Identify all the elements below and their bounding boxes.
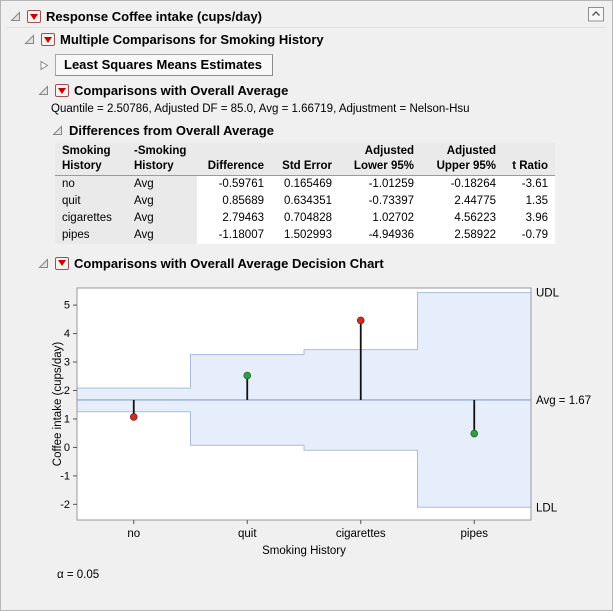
column-header: Std Error	[271, 143, 339, 176]
table-row[interactable]: pipes Avg -1.18007 1.502993 -4.94936 2.58922 -…	[55, 226, 555, 244]
udl-step-line	[77, 291, 531, 389]
table-cell: 0.704828	[284, 211, 332, 224]
table-cell: -3.61	[521, 177, 548, 190]
red-triangle-glyph	[30, 13, 38, 20]
table-cell: 1.02702	[372, 211, 414, 224]
alpha-label: α = 0.05	[57, 568, 100, 581]
table-row[interactable]: quit Avg 0.85689 0.634351 -0.73397 2.44775 1.3…	[55, 192, 555, 210]
mean-point[interactable]	[470, 429, 479, 437]
table-cell: 4.56223	[454, 211, 496, 224]
red-triangle-glyph	[58, 87, 66, 94]
x-tick-label: quit	[238, 528, 257, 540]
table-cell: 1.35	[525, 194, 548, 207]
column-header: Difference	[197, 143, 271, 176]
lsm-estimates-title[interactable]: Least Squares Means Estimates	[55, 54, 273, 76]
y-tick-label: 1	[64, 413, 70, 425]
table-cell: Avg	[127, 226, 197, 244]
outline-header-differences[interactable]: Differences from Overall Average	[49, 119, 606, 141]
section-title-differences: Differences from Overall Average	[69, 123, 274, 138]
section-title-comparisons-avg: Comparisons with Overall Average	[74, 83, 289, 98]
table-cell: 2.58922	[454, 228, 496, 241]
red-triangle-glyph	[44, 36, 52, 43]
column-header: Smoking History	[55, 143, 127, 176]
red-triangle-menu-icon[interactable]	[27, 10, 41, 23]
x-axis-title: Smoking History	[262, 545, 346, 557]
column-header: Adjusted Upper 95%	[421, 143, 503, 176]
y-tick-label: 2	[64, 385, 70, 397]
column-header: t Ratio	[503, 143, 555, 176]
disclosure-expanded-icon[interactable]	[37, 84, 50, 97]
ldl-step-line	[77, 410, 531, 508]
red-triangle-menu-icon[interactable]	[41, 33, 55, 46]
table-cell: -1.01259	[368, 177, 414, 190]
table-cell: 3.96	[525, 211, 548, 224]
x-tick-label: pipes	[461, 528, 489, 540]
row-label: no	[55, 175, 127, 193]
decision-chart: -2 -1 0 1 2 3 4 5 no quit cigarettes pipes UDL Avg = …	[52, 287, 591, 557]
window-menu-icon[interactable]	[588, 7, 604, 27]
table-row[interactable]: cigarettes Avg 2.79463 0.704828 1.02702 4.562…	[55, 209, 555, 227]
y-tick-label: -1	[60, 470, 70, 482]
outline-header-multiple-comparisons[interactable]: Multiple Comparisons for Smoking History	[21, 28, 606, 50]
row-label: quit	[55, 192, 127, 210]
y-tick-label: 0	[64, 442, 70, 454]
quantile-summary: Quantile = 2.50786, Adjusted DF = 85.0, …	[51, 103, 470, 115]
disclosure-expanded-icon[interactable]	[37, 257, 50, 270]
differences-table-head-row: Smoking History -Smoking History Difference S…	[55, 143, 555, 176]
x-tick-label: cigarettes	[336, 528, 386, 540]
decision-chart-area: -2 -1 0 1 2 3 4 5 no quit cigarettes pipes UDL Avg = …	[49, 278, 606, 565]
mean-point[interactable]	[356, 316, 365, 324]
outline-header-response[interactable]: Response Coffee intake (cups/day)	[7, 5, 606, 28]
y-axis-title: Coffee intake (cups/day)	[52, 341, 64, 466]
disclosure-expanded-icon[interactable]	[23, 33, 36, 46]
column-header: -Smoking History	[127, 143, 197, 176]
table-cell: 2.79463	[222, 211, 264, 224]
outline-header-decision-chart[interactable]: Comparisons with Overall Average Decisio…	[35, 252, 606, 274]
red-triangle-menu-icon[interactable]	[55, 84, 69, 97]
mean-point[interactable]	[129, 412, 138, 421]
y-tick-label: -2	[60, 498, 70, 510]
table-cell: -0.73397	[368, 194, 414, 207]
report-title: Response Coffee intake (cups/day)	[46, 9, 262, 24]
table-cell: 0.634351	[284, 194, 332, 207]
table-cell: Avg	[127, 192, 197, 210]
y-tick-label: 5	[64, 299, 70, 311]
table-row[interactable]: no Avg -0.59761 0.165469 -1.01259 -0.18264 -3.…	[55, 175, 555, 193]
x-tick-label: no	[127, 528, 140, 540]
ldl-label: LDL	[536, 502, 558, 514]
table-cell: -1.18007	[218, 228, 264, 241]
outline-header-lsm-estimates[interactable]: Least Squares Means Estimates	[35, 50, 606, 79]
y-tick-label: 3	[64, 356, 70, 368]
mean-point[interactable]	[243, 371, 252, 379]
y-tick-label: 4	[64, 328, 70, 340]
row-label: cigarettes	[55, 209, 127, 227]
disclosure-collapsed-icon[interactable]	[37, 59, 50, 72]
outline-header-comparisons-avg[interactable]: Comparisons with Overall Average	[35, 79, 606, 101]
table-cell: 1.502993	[284, 228, 332, 241]
section-title-multiple-comparisons: Multiple Comparisons for Smoking History	[60, 32, 324, 47]
table-cell: 0.165469	[284, 177, 332, 190]
table-cell: Avg	[127, 175, 197, 193]
table-cell: Avg	[127, 209, 197, 227]
row-label: pipes	[55, 226, 127, 244]
table-cell: 2.44775	[454, 194, 496, 207]
avg-value-label: Avg = 1.67	[536, 395, 591, 407]
disclosure-expanded-icon[interactable]	[9, 10, 22, 23]
udl-label: UDL	[536, 287, 560, 299]
table-cell: 0.85689	[222, 194, 264, 207]
section-title-decision-chart: Comparisons with Overall Average Decisio…	[74, 255, 384, 271]
red-triangle-menu-icon[interactable]	[55, 256, 69, 270]
table-cell: -0.18264	[450, 177, 496, 190]
disclosure-expanded-icon[interactable]	[51, 124, 64, 137]
table-cell: -0.79	[521, 228, 548, 241]
red-triangle-glyph	[58, 260, 66, 267]
differences-table: Smoking History -Smoking History Difference S…	[55, 143, 555, 244]
table-cell: -4.94936	[368, 228, 414, 241]
table-cell: -0.59761	[218, 177, 264, 190]
column-header: Adjusted Lower 95%	[339, 143, 421, 176]
differences-table-body: no Avg -0.59761 0.165469 -1.01259 -0.18264 -3.…	[55, 175, 555, 244]
plot-border	[76, 287, 532, 521]
